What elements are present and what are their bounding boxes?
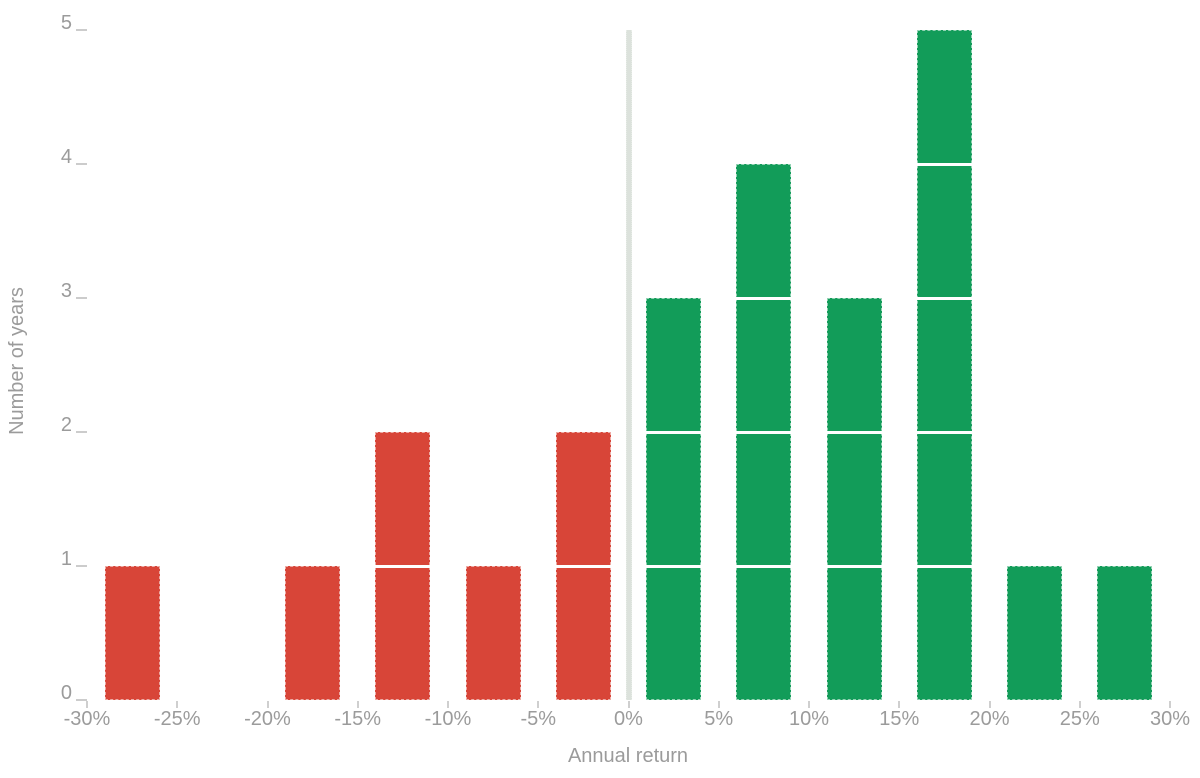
x-tick — [898, 701, 901, 708]
x-tick — [1169, 701, 1171, 708]
x-tick-label: 0% — [614, 708, 643, 730]
y-tick-label: 4 — [60, 146, 72, 168]
x-tick — [1078, 701, 1081, 708]
x-tick — [266, 701, 269, 708]
bar-negative — [104, 566, 160, 700]
x-tick-label: 10% — [788, 708, 830, 730]
bar-positive — [646, 298, 702, 700]
x-tick-label: 5% — [704, 708, 734, 730]
zero-reference-line — [626, 30, 632, 700]
bar-negative — [285, 566, 341, 700]
bar-positive — [1007, 566, 1063, 700]
x-tick-label: -20% — [244, 708, 291, 730]
x-tick-label: 30% — [1149, 708, 1191, 730]
x-axis-title: Annual return — [567, 745, 689, 767]
bar-segment-divider — [916, 564, 972, 568]
bar-segment-divider — [916, 296, 972, 300]
y-tick — [76, 163, 87, 165]
bar-segment-divider — [555, 564, 611, 568]
bar-segment-divider — [646, 430, 702, 434]
bar-positive — [1097, 566, 1153, 700]
bar-segment-divider — [375, 564, 431, 568]
bar-positive — [736, 164, 792, 700]
y-tick — [76, 29, 87, 31]
y-tick — [76, 431, 87, 433]
bar-segment-divider — [736, 296, 792, 300]
bar-segment-divider — [826, 430, 882, 434]
bar-positive — [916, 30, 972, 700]
x-tick — [447, 701, 449, 708]
x-tick-label: 20% — [969, 708, 1010, 730]
bar-segment-divider — [916, 430, 972, 434]
y-tick-label: 0 — [60, 682, 72, 704]
y-tick-label: 5 — [60, 12, 72, 34]
y-tick-label: 2 — [60, 414, 72, 436]
x-tick — [356, 701, 359, 708]
bar-segment-divider — [916, 162, 972, 166]
x-tick-label: -25% — [153, 708, 201, 730]
y-tick-label: 1 — [60, 548, 72, 570]
x-tick — [988, 701, 991, 708]
x-tick-label: -5% — [520, 708, 557, 730]
x-tick — [808, 701, 810, 708]
y-tick — [76, 565, 87, 567]
x-tick-label: -10% — [424, 708, 472, 730]
y-tick-label: 3 — [60, 280, 72, 302]
x-tick-label: 25% — [1059, 708, 1100, 730]
x-tick — [176, 701, 179, 708]
bar-segment-divider — [826, 564, 882, 568]
y-tick — [76, 297, 87, 299]
x-tick-label: -15% — [334, 708, 382, 730]
bar-positive — [826, 298, 882, 700]
bar-negative — [555, 432, 611, 700]
x-tick — [717, 701, 720, 708]
bar-negative — [375, 432, 431, 700]
x-tick — [537, 701, 540, 708]
bar-segment-divider — [736, 564, 792, 568]
x-tick — [627, 701, 630, 708]
x-tick-label: 15% — [879, 708, 920, 730]
y-tick — [76, 699, 87, 701]
x-tick-label: -30% — [63, 708, 111, 730]
bar-segment-divider — [646, 564, 702, 568]
bar-negative — [465, 566, 521, 700]
bar-segment-divider — [736, 430, 792, 434]
x-tick — [86, 701, 88, 708]
